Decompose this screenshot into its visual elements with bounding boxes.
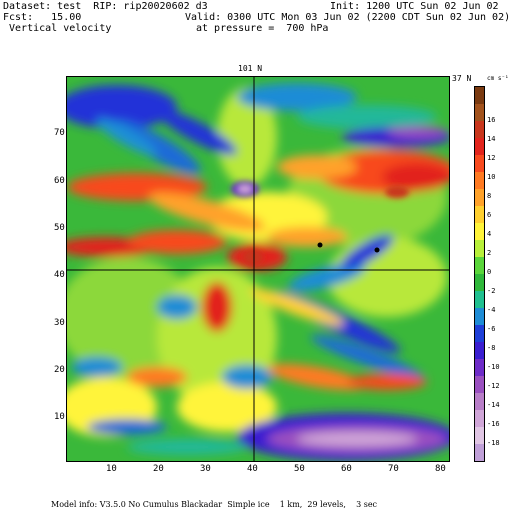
vertical-velocity-field <box>66 76 450 462</box>
x-tick-label: 50 <box>294 464 305 474</box>
colorbar-label: 16 <box>487 116 496 124</box>
colorbar-segment <box>475 240 484 257</box>
colorbar-label: 10 <box>487 173 496 181</box>
colorbar-label: 4 <box>487 230 492 238</box>
x-tick-label: 60 <box>341 464 352 474</box>
cross-section-right-label: 37 N <box>452 74 472 83</box>
colorbar-label: 6 <box>487 211 492 219</box>
field-image <box>67 77 449 461</box>
x-tick-label: 30 <box>200 464 211 474</box>
x-tick-label: 40 <box>247 464 258 474</box>
colorbar-label: 14 <box>487 135 496 143</box>
colorbar-segment <box>475 291 484 308</box>
colorbar-label: -12 <box>487 382 500 390</box>
pressure-label: at pressure = 700 hPa <box>196 23 329 34</box>
colorbar-label: -4 <box>487 306 496 314</box>
y-tick-label: 60 <box>54 176 65 186</box>
dataset-label: Dataset: test RIP: rip20020602 d3 <box>3 1 208 12</box>
colorbar-segment <box>475 342 484 359</box>
y-tick-label: 30 <box>54 318 65 328</box>
init-label: Init: 1200 UTC Sun 02 Jun 02 <box>330 1 499 12</box>
y-tick-label: 50 <box>54 223 65 233</box>
colorbar-units: cm s⁻¹ <box>487 75 509 82</box>
colorbar-segment <box>475 393 484 410</box>
colorbar-segment <box>475 257 484 274</box>
colorbar-segment <box>475 444 484 461</box>
colorbar-label: -10 <box>487 363 500 371</box>
colorbar-segment <box>475 223 484 240</box>
colorbar-segment <box>475 427 484 444</box>
y-tick-label: 20 <box>54 365 65 375</box>
colorbar-label: -2 <box>487 287 496 295</box>
colorbar-segment <box>475 104 484 121</box>
colorbar-segment <box>475 274 484 291</box>
colorbar-segment <box>475 155 484 172</box>
colorbar-label: 8 <box>487 192 492 200</box>
colorbar <box>474 86 485 462</box>
colorbar-segment <box>475 189 484 206</box>
colorbar-label: -18 <box>487 439 500 447</box>
forecast-label: Fcst: 15.00 <box>3 12 82 23</box>
colorbar-segment <box>475 325 484 342</box>
colorbar-segment <box>475 172 484 189</box>
colorbar-label: 2 <box>487 249 492 257</box>
colorbar-segment <box>475 138 484 155</box>
y-tick-label: 40 <box>54 270 65 280</box>
x-tick-label: 20 <box>153 464 164 474</box>
x-tick-label: 70 <box>388 464 399 474</box>
cross-section-top-label: 101 N <box>238 64 263 73</box>
colorbar-segment <box>475 206 484 223</box>
station-marker <box>374 247 380 253</box>
valid-label: Valid: 0300 UTC Mon 03 Jun 02 (2200 CDT … <box>185 12 511 23</box>
colorbar-label: -8 <box>487 344 496 352</box>
colorbar-label: 0 <box>487 268 492 276</box>
colorbar-segment <box>475 308 484 325</box>
colorbar-label: 12 <box>487 154 496 162</box>
y-tick-label: 10 <box>54 412 65 422</box>
colorbar-label: -14 <box>487 401 500 409</box>
colorbar-label: -6 <box>487 325 496 333</box>
x-tick-label: 80 <box>435 464 446 474</box>
colorbar-segment <box>475 410 484 427</box>
colorbar-segment <box>475 376 484 393</box>
model-info: Model info: V3.5.0 No Cumulus Blackadar … <box>51 500 378 509</box>
colorbar-segment <box>475 359 484 376</box>
colorbar-segment <box>475 87 484 104</box>
colorbar-segment <box>475 121 484 138</box>
y-tick-label: 70 <box>54 128 65 138</box>
colorbar-label: -16 <box>487 420 500 428</box>
x-tick-label: 10 <box>106 464 117 474</box>
field-label: Vertical velocity <box>3 23 112 34</box>
station-marker <box>317 242 323 248</box>
